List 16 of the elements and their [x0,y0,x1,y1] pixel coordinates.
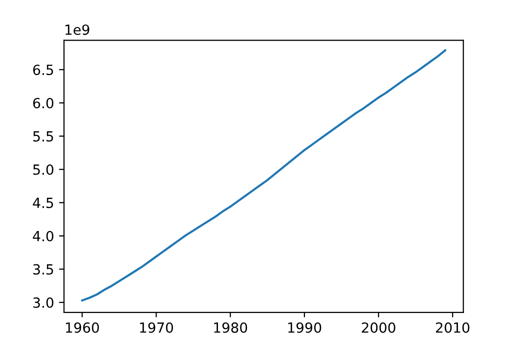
x-tick-label: 1980 [214,322,248,333]
y-tick-label: 4.5 [32,198,54,208]
y-tick-label: 4.0 [32,230,54,242]
y-tick-label: 3.5 [33,264,54,275]
x-tick-label: 1960 [66,322,99,333]
y-tick-label: 5.5 [33,131,54,142]
x-tick-label: 1970 [140,322,173,333]
text: 1e9 [66,24,90,35]
y-tick-label: 6.0 [33,98,54,108]
line-series [81,49,446,302]
y-tick-label: 5.0 [33,164,54,175]
y-tick-label: 3.0 [33,297,54,308]
x-tick-label: 2000 [362,322,396,333]
x-tick-label: 2010 [436,322,470,333]
x-tick-label: 1990 [288,322,322,333]
y-tick-label: 6.5 [33,64,54,76]
